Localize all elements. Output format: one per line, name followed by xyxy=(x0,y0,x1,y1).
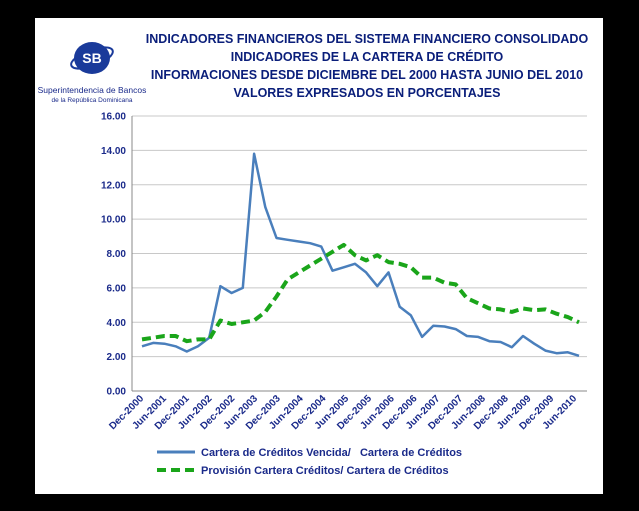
y-tick-label: 12.00 xyxy=(101,180,126,191)
logo-ring xyxy=(70,46,114,70)
logo-name: Superintendencia de Bancos xyxy=(38,85,147,95)
sb-logo: SB Superintendencia de Bancos de la Repú… xyxy=(38,42,147,104)
y-tick-label: 2.00 xyxy=(107,352,127,363)
title-line-1: INDICADORES FINANCIEROS DEL SISTEMA FINA… xyxy=(146,32,589,46)
series-line-2 xyxy=(141,242,580,344)
y-tick-label: 8.00 xyxy=(107,249,127,260)
y-tick-label: 10.00 xyxy=(101,215,126,226)
y-tick-label: 4.00 xyxy=(107,318,127,329)
y-axis-ticks: 0.00 2.00 4.00 6.00 8.00 10.00 12.00 14.00 16.00 xyxy=(101,112,126,398)
x-axis-ticks: Dec-2000Jun-2001Dec-2001Jun-2002Dec-2002… xyxy=(107,393,579,432)
chart-title: INDICADORES FINANCIEROS DEL SISTEMA FINA… xyxy=(146,32,589,100)
chart-panel: SB Superintendencia de Bancos de la Repú… xyxy=(35,18,603,494)
y-gridlines xyxy=(132,115,587,358)
title-line-4: VALORES EXPRESADOS EN PORCENTAJES xyxy=(234,86,501,100)
legend: Cartera de Créditos Vencida/ Cartera de … xyxy=(157,447,462,477)
line-chart: SB Superintendencia de Bancos de la Repú… xyxy=(38,32,589,477)
logo-monogram: SB xyxy=(82,50,101,66)
title-line-3: INFORMACIONES DESDE DICIEMBRE DEL 2000 H… xyxy=(151,68,583,82)
y-tick-label: 0.00 xyxy=(107,387,127,398)
y-tick-label: 16.00 xyxy=(101,112,126,123)
title-line-2: INDICADORES DE LA CARTERA DE CRÉDITO xyxy=(231,49,504,64)
logo-circle xyxy=(74,42,110,74)
series-lines xyxy=(141,152,580,357)
axes xyxy=(131,116,587,392)
y-tick-label: 14.00 xyxy=(101,146,126,157)
legend-label-2: Provisión Cartera Créditos/ Cartera de C… xyxy=(201,465,449,477)
y-tick-label: 6.00 xyxy=(107,283,127,294)
logo-subname: de la República Dominicana xyxy=(52,97,133,104)
legend-label-1: Cartera de Créditos Vencida/ Cartera de … xyxy=(201,447,462,459)
series-line-1 xyxy=(141,152,580,357)
